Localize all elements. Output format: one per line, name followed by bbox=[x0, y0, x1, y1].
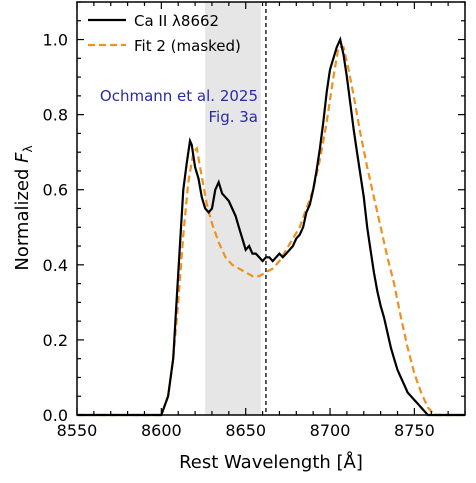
observed-series-line bbox=[77, 35, 465, 417]
chart-legend: Ca II λ8662 Fit 2 (masked) bbox=[88, 12, 241, 55]
plot-frame bbox=[76, 1, 466, 416]
y-tick-label: 0.8 bbox=[43, 106, 68, 125]
legend-fit-label: Fit 2 (masked) bbox=[134, 37, 241, 55]
y-axis-label-sub: λ bbox=[21, 145, 35, 152]
annotation-line-1: Ochmann et al. 2025 bbox=[100, 87, 258, 105]
legend-observed-label: Ca II λ8662 bbox=[134, 12, 219, 30]
x-tick-label: 8750 bbox=[394, 421, 435, 440]
y-axis-label-main: Normalized bbox=[12, 163, 33, 271]
y-tick-label: 0.0 bbox=[43, 406, 68, 425]
x-tick-label: 8600 bbox=[141, 421, 182, 440]
y-axis-label-var: F bbox=[12, 152, 33, 163]
x-tick-label: 8650 bbox=[225, 421, 266, 440]
x-tick-label: 8700 bbox=[310, 421, 351, 440]
y-tick-label: 1.0 bbox=[43, 31, 68, 50]
annotation-line-2: Fig. 3a bbox=[209, 108, 259, 126]
y-tick-label: 0.2 bbox=[43, 331, 68, 350]
y-tick-label: 0.4 bbox=[43, 256, 68, 275]
x-tick-label: 8550 bbox=[57, 421, 98, 440]
y-tick-label: 0.6 bbox=[43, 181, 68, 200]
x-axis-label: Rest Wavelength [Å] bbox=[179, 451, 363, 473]
y-axis-label: Normalized Fλ bbox=[12, 145, 35, 270]
